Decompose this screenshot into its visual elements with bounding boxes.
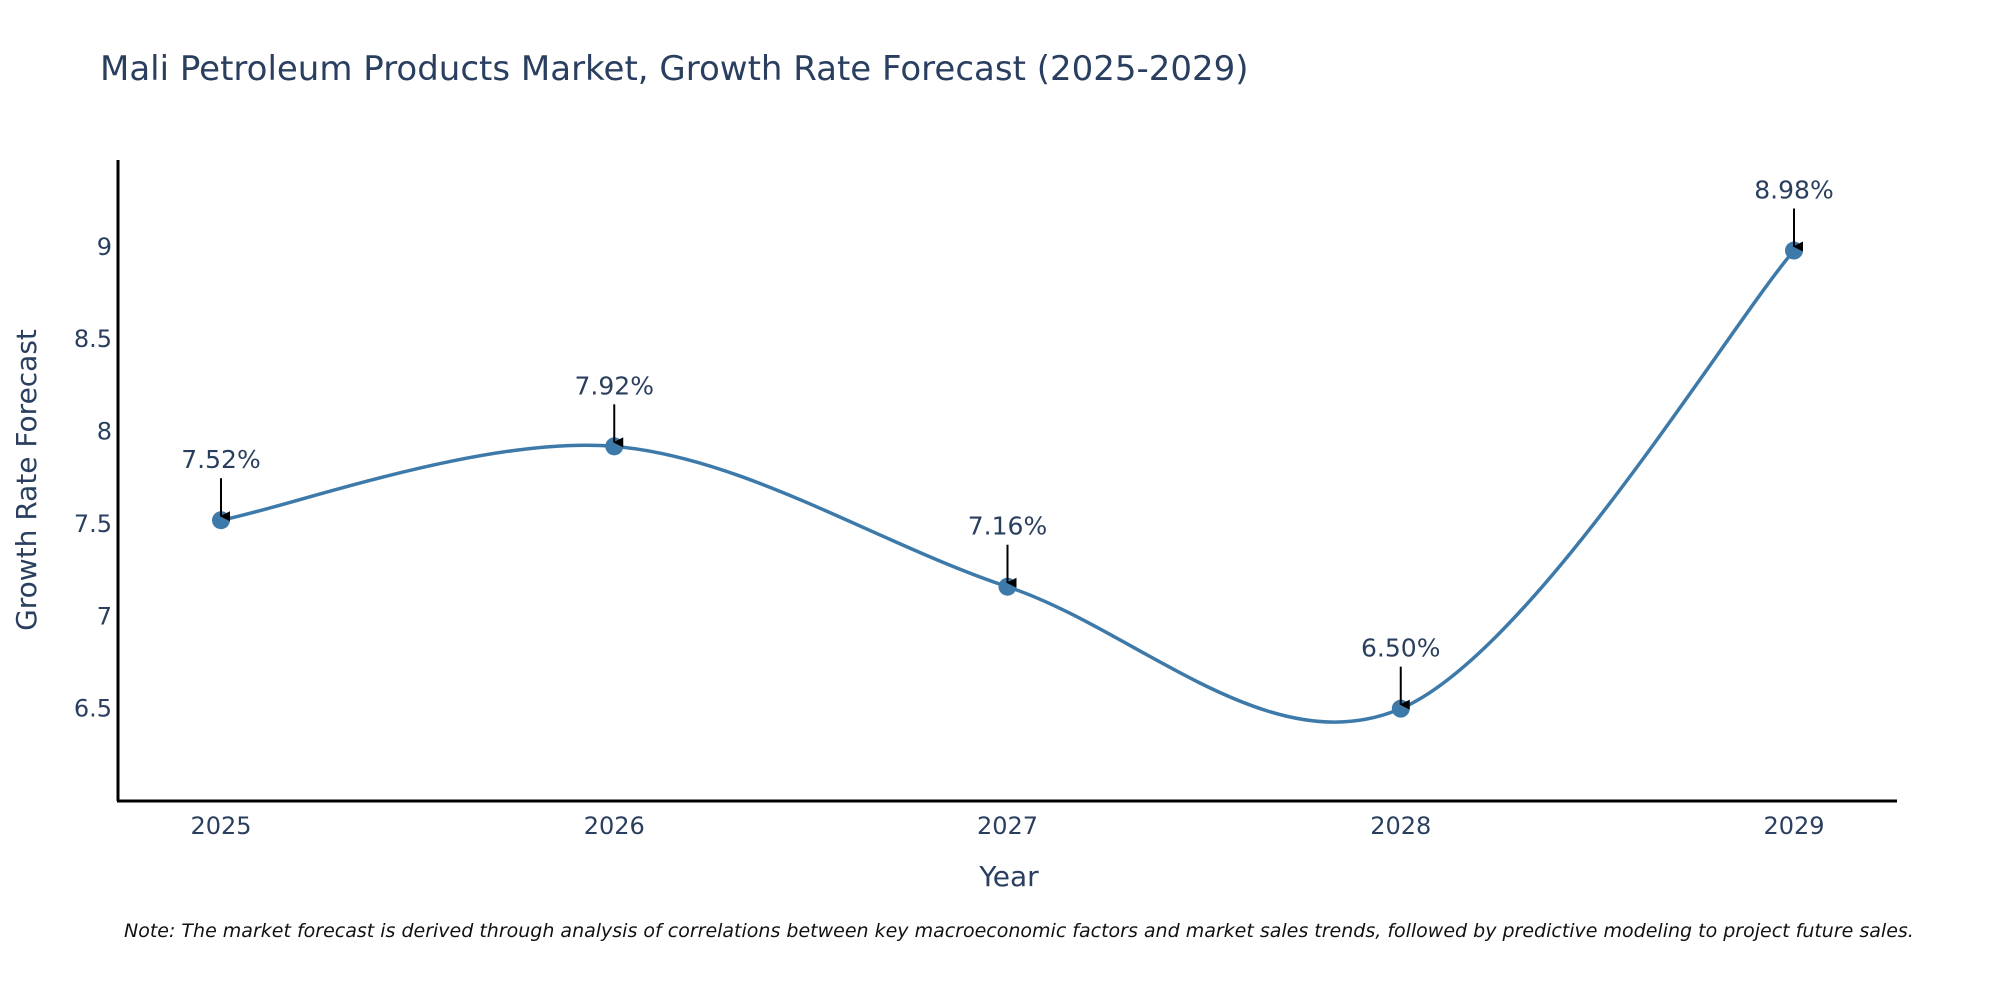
x-tick-labels: 2025 2026 2027 2028 2029 <box>190 812 1824 840</box>
x-tick-label: 2028 <box>1370 812 1431 840</box>
chart-title: Mali Petroleum Products Market, Growth R… <box>100 49 1249 89</box>
series-line <box>220 249 1796 724</box>
data-label: 8.98% <box>1754 176 1833 205</box>
y-tick-label: 8 <box>97 418 112 446</box>
y-tick-label: 7 <box>97 602 112 630</box>
data-label: 7.16% <box>968 512 1047 541</box>
x-axis-title: Year <box>978 860 1039 893</box>
x-tick-label: 2025 <box>190 812 251 840</box>
x-tick-label: 2029 <box>1763 812 1824 840</box>
x-tick-label: 2027 <box>977 812 1038 840</box>
data-label: 7.92% <box>575 371 654 400</box>
x-tick-label: 2026 <box>584 812 645 840</box>
y-tick-label: 6.5 <box>74 695 112 723</box>
y-tick-label: 8.5 <box>74 325 112 353</box>
footnote: Note: The market forecast is derived thr… <box>124 920 1914 942</box>
y-tick-labels: 6.5 7 7.5 8 8.5 9 <box>74 233 112 723</box>
data-labels: 7.52% 7.92% 7.16% 6.50% 8.98% <box>181 176 1834 710</box>
y-axis-title: Growth Rate Forecast <box>10 329 43 631</box>
y-tick-label: 7.5 <box>74 510 112 538</box>
data-label: 7.52% <box>181 445 260 474</box>
data-label: 6.50% <box>1361 634 1440 663</box>
data-markers <box>212 241 1803 718</box>
y-tick-label: 9 <box>97 233 112 261</box>
